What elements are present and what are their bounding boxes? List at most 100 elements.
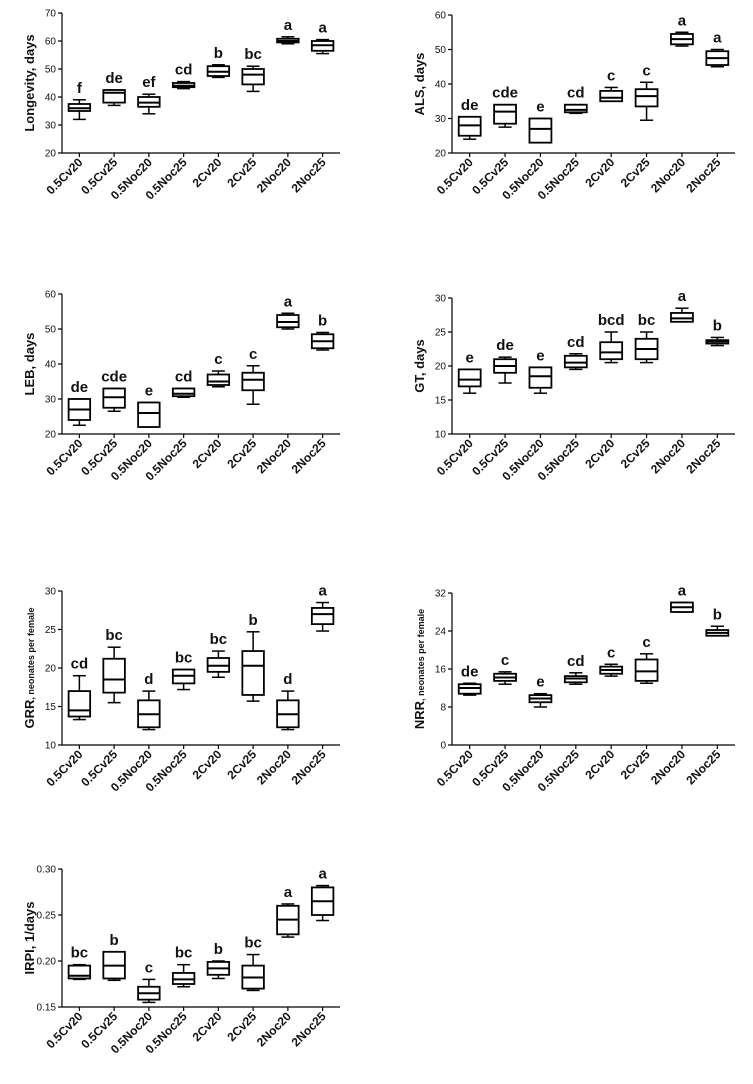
- significance-letter: a: [678, 288, 687, 305]
- significance-letter: e: [536, 347, 544, 364]
- x-tick-label: 2Noc25: [683, 155, 723, 195]
- y-tick-label: 8: [440, 703, 446, 714]
- y-tick-label: 20: [45, 664, 57, 675]
- significance-letter: cd: [567, 85, 585, 102]
- box-0.5Cv25: de0.5Cv25: [78, 70, 126, 197]
- significance-letter: cd: [175, 62, 193, 79]
- box-2Cv20: bc 2Cv20: [190, 631, 231, 782]
- y-tick-label: 0: [440, 741, 446, 752]
- y-axis-title-main: Longevity, days: [22, 34, 37, 131]
- y-tick-label: 40: [45, 360, 57, 371]
- y-tick-label: 60: [435, 11, 447, 22]
- iqr-box: [241, 371, 265, 392]
- box-2Noc25: a 2Noc25: [289, 866, 335, 1049]
- significance-letter: cd: [71, 656, 89, 673]
- y-tick-label: 25: [435, 328, 447, 339]
- y-axis-title-main: NRR: [412, 700, 427, 729]
- y-tick-label: 30: [435, 114, 447, 125]
- significance-letter: f: [77, 80, 83, 97]
- y-tick-label: 30: [45, 395, 57, 406]
- iqr-box: [634, 658, 659, 682]
- significance-letter: a: [318, 20, 327, 37]
- box-2Cv20: c 2Cv20: [582, 67, 624, 190]
- significance-letter: cd: [567, 653, 585, 670]
- y-axis-title: IRPI, 1/days: [22, 902, 37, 975]
- significance-letter: bc: [210, 631, 228, 648]
- significance-letter: a: [284, 293, 293, 310]
- iqr-box: [634, 88, 659, 108]
- x-tick-label: 2Cv20: [582, 747, 617, 782]
- significance-letter: a: [318, 866, 327, 883]
- y-tick-label: 50: [45, 325, 57, 336]
- significance-letter: cde: [492, 85, 518, 102]
- x-tick-label: 2Cv20: [190, 747, 225, 782]
- significance-letter: b: [214, 941, 223, 958]
- x-tick-label: 2Cv20: [190, 436, 225, 471]
- significance-letter: bc: [244, 46, 262, 63]
- significance-letter: de: [461, 97, 479, 114]
- significance-letter: bcd: [598, 312, 625, 329]
- iqr-box: [206, 373, 231, 386]
- panel-nrr: 0 8 16 24 32 NRR, neonates per female de 0.5Cv2…: [412, 583, 735, 794]
- iqr-box: [599, 90, 624, 103]
- significance-letter: ef: [142, 74, 156, 91]
- y-tick-label: 30: [45, 587, 57, 598]
- x-tick-label: 0.5Cv20: [44, 1009, 86, 1051]
- significance-letter: b: [249, 612, 258, 629]
- x-tick-label: 2Noc25: [683, 436, 723, 476]
- significance-letter: b: [110, 932, 119, 949]
- iqr-box: [241, 68, 265, 86]
- x-tick-label: 2Cv20: [582, 155, 617, 190]
- x-tick-label: 0.5Cv20: [44, 436, 86, 478]
- box-2Noc25: b 2Noc25: [289, 313, 335, 476]
- significance-letter: b: [713, 606, 722, 623]
- box-2Noc20: a 2Noc20: [648, 583, 694, 787]
- y-tick-label: 0.30: [37, 865, 57, 876]
- box-0.5Cv20: cd 0.5Cv20: [44, 656, 92, 789]
- x-tick-label: 0.5Cv20: [44, 155, 86, 197]
- significance-letter: de: [461, 663, 479, 680]
- significance-letter: e: [145, 383, 153, 400]
- y-axis-title-main: ALS, days: [412, 53, 427, 116]
- iqr-box: [67, 690, 92, 718]
- panel-grr: 10 15 20 25 30 GRR, neonates per female cd 0.5C…: [22, 583, 340, 794]
- x-tick-label: 2Noc25: [289, 747, 329, 787]
- y-tick-label: 60: [45, 37, 57, 48]
- x-tick-label: 2Noc20: [254, 155, 294, 195]
- box-2Noc25: b 2Noc25: [683, 317, 730, 476]
- iqr-box: [528, 117, 553, 144]
- significance-letter: a: [318, 583, 327, 600]
- y-axis-title-main: IRPI, 1/days: [22, 902, 37, 975]
- y-tick-label: 30: [45, 121, 57, 132]
- iqr-box: [310, 607, 335, 626]
- y-tick-label: 20: [435, 362, 447, 373]
- y-tick-label: 15: [435, 396, 447, 407]
- significance-letter: de: [105, 70, 123, 87]
- iqr-box: [493, 103, 517, 125]
- y-tick-label: 0.20: [37, 957, 57, 968]
- box-2Cv20: b 2Cv20: [190, 45, 231, 190]
- x-tick-label: 2Noc25: [289, 436, 329, 476]
- x-tick-label: 2Noc20: [254, 1009, 294, 1049]
- y-tick-label: 10: [435, 430, 447, 441]
- box-2Cv20: bcd 2Cv20: [582, 312, 624, 471]
- significance-letter: c: [249, 346, 257, 363]
- y-tick-label: 60: [45, 290, 57, 301]
- iqr-box: [102, 657, 126, 694]
- x-tick-label: 2Noc20: [254, 436, 294, 476]
- box-2Noc20: a 2Noc20: [254, 17, 300, 195]
- significance-letter: e: [466, 349, 474, 366]
- x-tick-label: 2Cv20: [582, 436, 617, 471]
- iqr-box: [171, 387, 196, 398]
- x-tick-label: 2Noc20: [648, 155, 688, 195]
- significance-letter: cd: [567, 334, 585, 351]
